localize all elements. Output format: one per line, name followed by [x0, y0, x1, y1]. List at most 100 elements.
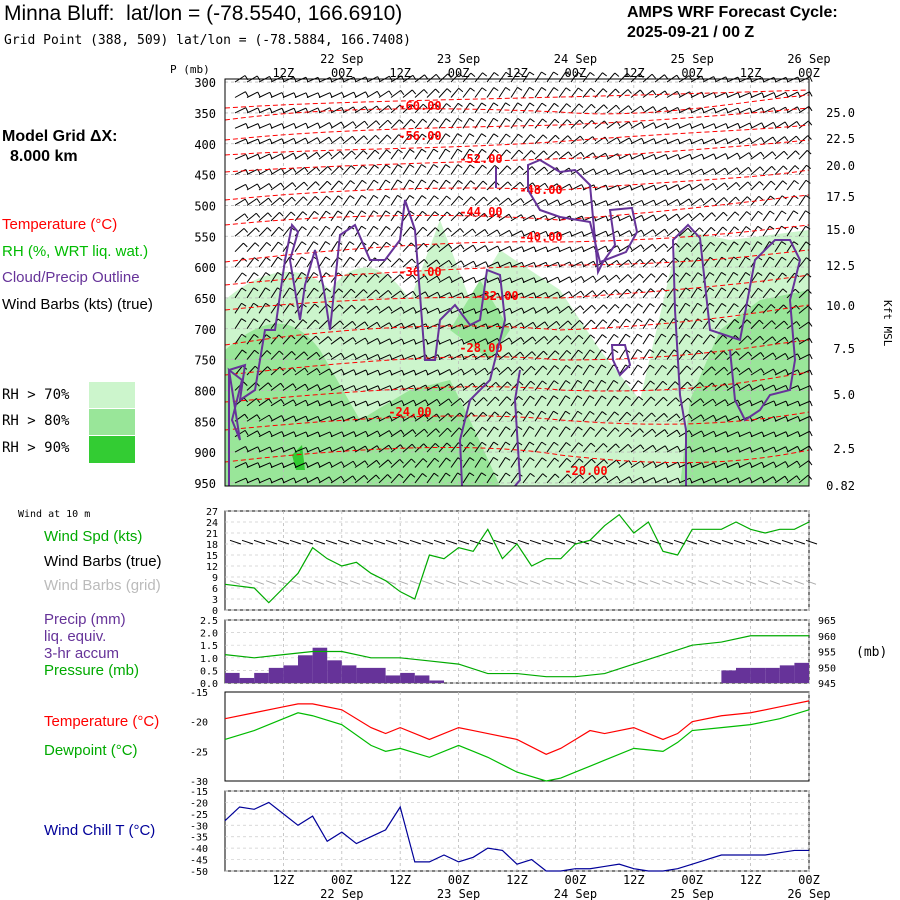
- barb-feather: [409, 164, 415, 168]
- barb-feather: [568, 305, 573, 311]
- barb-feather: [364, 321, 369, 327]
- wind-barb: [390, 164, 403, 175]
- barb-shaft: [678, 318, 686, 330]
- barb-feather: [685, 272, 691, 277]
- wind-barb: [294, 256, 307, 268]
- pressure-tick-label: 350: [194, 107, 216, 121]
- wind-barb: [246, 123, 261, 129]
- wind-barb: [774, 384, 789, 391]
- barb-shaft: [606, 443, 617, 453]
- barb-shaft: [498, 441, 506, 453]
- wind-barb: [726, 107, 741, 114]
- barb-shaft: [486, 308, 499, 314]
- barb-shaft: [330, 106, 342, 114]
- wind-barb: [594, 319, 608, 330]
- wind-barb: [606, 379, 619, 391]
- wind-barb: [426, 457, 440, 468]
- barb-feather: [421, 195, 427, 200]
- barb-feather: [589, 364, 595, 369]
- barb-shaft: [738, 107, 751, 114]
- barb-shaft: [666, 477, 679, 484]
- barb-feather: [376, 91, 381, 97]
- barb-shaft: [330, 180, 340, 191]
- wind-barb: [690, 430, 705, 438]
- surface-wind-barb: [349, 539, 362, 545]
- barb-shaft: [534, 410, 542, 422]
- barb-feather: [387, 119, 392, 125]
- barb-shaft: [354, 460, 366, 468]
- barb-shaft: [486, 87, 495, 98]
- barb-feather: [808, 106, 813, 112]
- barb-feather: [689, 91, 693, 97]
- wind-barb: [354, 150, 368, 160]
- barb-shaft: [630, 244, 642, 253]
- wind-barb: [438, 243, 453, 253]
- barb-shaft: [366, 337, 378, 345]
- pressure-tick-label: 500: [194, 199, 216, 213]
- wind-barb: [366, 149, 380, 160]
- barb-shaft: [258, 197, 269, 206]
- surface-wind-barb: [241, 539, 254, 545]
- wind-barb: [642, 444, 657, 453]
- barb-feather: [664, 228, 669, 234]
- wind-barb: [702, 334, 715, 345]
- barb-shaft: [234, 213, 245, 222]
- temperature-contour: [224, 371, 810, 403]
- barb-shaft: [534, 441, 543, 453]
- wind-barb: [330, 352, 345, 361]
- barb-feather: [493, 426, 499, 431]
- barb-feather: [446, 88, 452, 93]
- wind-barb: [774, 288, 788, 299]
- wind-barb: [642, 229, 657, 237]
- wind-barb: [402, 226, 416, 237]
- barb-shaft: [570, 458, 580, 468]
- wind-barb: [306, 241, 319, 252]
- barb-feather: [241, 333, 247, 338]
- barb-shaft: [294, 152, 306, 160]
- barb-shaft: [726, 319, 735, 330]
- barb-shaft: [234, 287, 243, 299]
- barb-feather: [341, 446, 345, 452]
- barb-feather: [579, 119, 584, 125]
- barb-shaft: [726, 462, 739, 468]
- barb-shaft: [258, 272, 267, 283]
- barb-shaft: [450, 472, 459, 484]
- wind-barb: [246, 212, 261, 222]
- wind-barb: [330, 320, 344, 330]
- wind-barb: [402, 104, 416, 114]
- wind-barb: [342, 180, 355, 191]
- wind-barb: [474, 457, 487, 468]
- wind-barb: [690, 153, 705, 160]
- wind-barb: [762, 195, 775, 206]
- barb-shaft: [366, 179, 375, 191]
- cloud-outline: [671, 223, 802, 486]
- barb-feather: [544, 182, 549, 189]
- kft-tick-label: 22.5: [826, 132, 855, 146]
- wind-barb: [246, 430, 261, 438]
- barb-shaft: [450, 118, 459, 129]
- barb-feather: [711, 212, 716, 217]
- barb-feather: [757, 210, 763, 215]
- wind-barb: [534, 87, 547, 98]
- wind-barb: [378, 289, 393, 299]
- wind-barb: [630, 169, 645, 176]
- wind-barbs-true-label: Wind Barbs (true): [44, 553, 162, 570]
- wind-barb: [642, 303, 655, 314]
- barb-shaft: [714, 182, 725, 191]
- wind-barb: [738, 211, 752, 222]
- barb-shaft: [390, 429, 402, 438]
- barb-shaft: [750, 272, 759, 283]
- barb-shaft: [402, 133, 411, 145]
- barb-shaft: [306, 400, 319, 407]
- barb-feather: [398, 473, 404, 479]
- wind-barb: [558, 183, 573, 191]
- barb-feather: [277, 318, 283, 323]
- barb-shaft: [402, 179, 410, 191]
- barb-feather: [412, 291, 417, 297]
- barb-feather: [737, 477, 741, 483]
- barb-shaft: [690, 153, 703, 160]
- barb-shaft: [762, 136, 774, 145]
- barb-feather: [652, 445, 657, 451]
- surface-wind-barb-grid: [313, 580, 325, 585]
- wind-barb: [402, 473, 416, 484]
